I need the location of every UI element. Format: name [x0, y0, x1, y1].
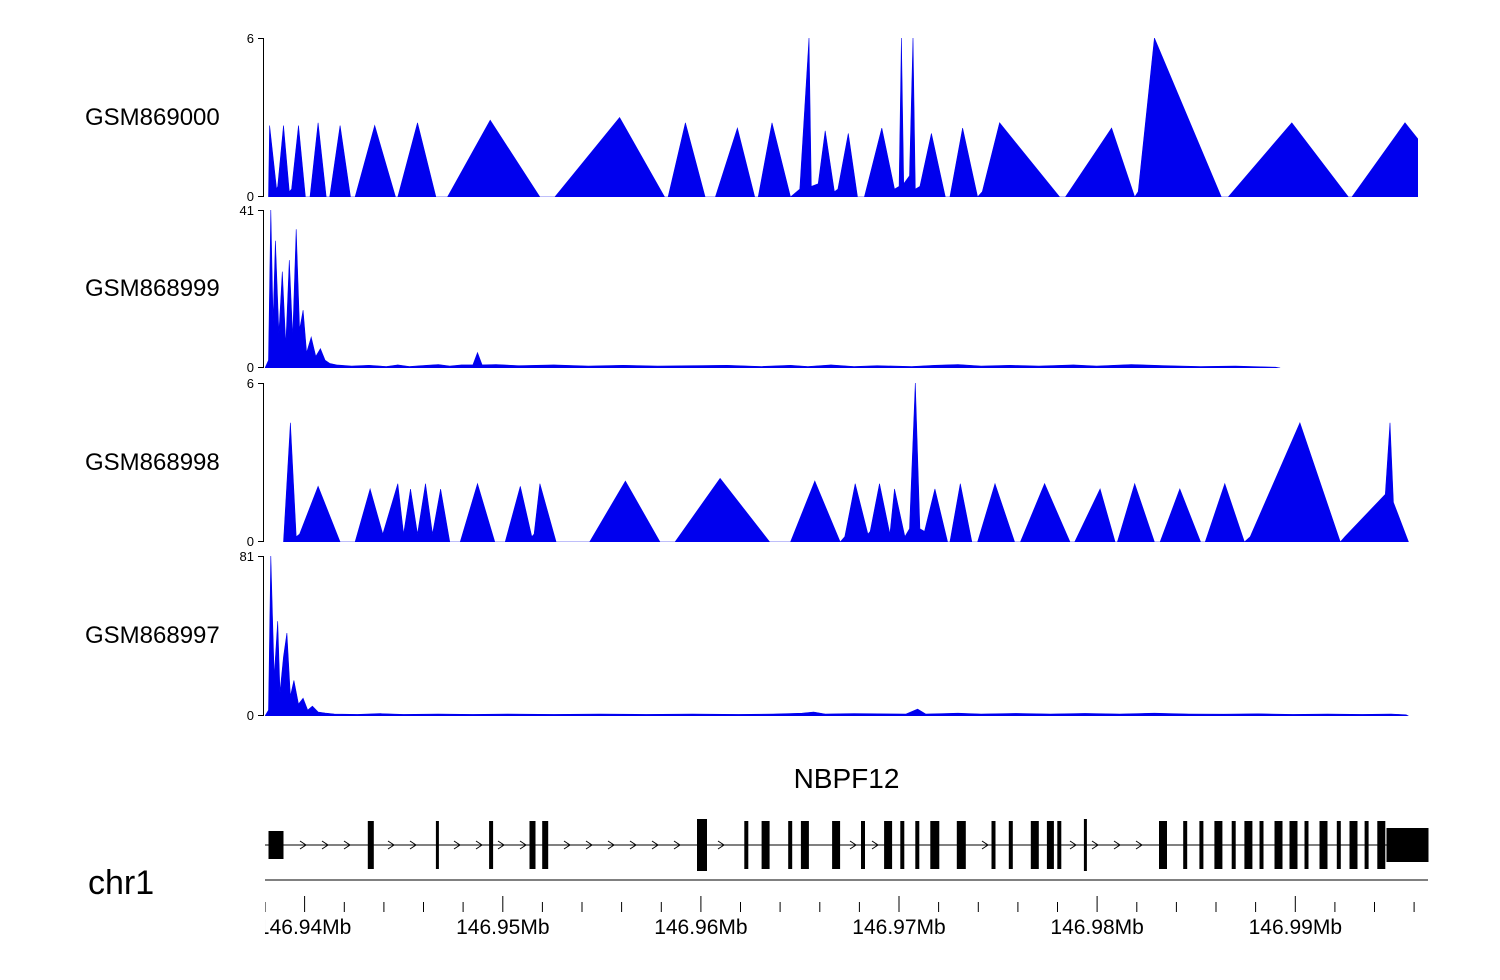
track-label: GSM868998 [85, 448, 220, 476]
y-axis-tick [258, 210, 264, 211]
y-axis-tick [258, 541, 264, 542]
y-axis-tick [258, 383, 264, 384]
gene-name-label: NBPF12 [793, 763, 900, 794]
coverage-area-plot [265, 556, 1409, 716]
svg-text:146.99Mb: 146.99Mb [1249, 916, 1342, 939]
y-axis-max-label: 81 [239, 549, 254, 564]
y-axis-min-label: 0 [246, 708, 254, 723]
coverage-track-gsm868997: GSM868997 81 0 [0, 549, 1500, 723]
y-axis-tick [258, 38, 264, 39]
genome-axis-track: 146.94Mb 146.95Mb 146.96Mb 146.97Mb 146.98Mb… [265, 879, 1428, 939]
track-label: GSM869000 [85, 103, 220, 131]
coverage-area-plot [265, 210, 1281, 368]
svg-text:146.94Mb: 146.94Mb [265, 916, 351, 939]
svg-text:146.97Mb: 146.97Mb [852, 916, 945, 939]
y-axis-tick [258, 715, 264, 716]
track-label: GSM868999 [85, 275, 220, 302]
y-axis-min-label: 0 [246, 189, 254, 204]
y-axis-line [263, 38, 264, 197]
coverage-track-gsm869000: GSM869000 6 0 [0, 31, 1500, 204]
coverage-area-plot [268, 38, 1418, 197]
y-axis-line [263, 210, 264, 368]
y-axis-tick [258, 367, 264, 368]
y-axis-tick [258, 556, 264, 557]
chromosome-label: chr1 [88, 864, 155, 902]
coverage-track-gsm868998: GSM868998 6 0 [0, 376, 1500, 549]
track-label: GSM868997 [85, 622, 220, 649]
y-axis-max-label: 6 [246, 31, 254, 46]
y-axis-min-label: 0 [246, 360, 254, 375]
y-axis-line [263, 383, 264, 542]
y-axis-max-label: 6 [246, 376, 254, 391]
y-axis-max-label: 41 [239, 203, 254, 218]
coverage-area-plot [283, 383, 1409, 542]
svg-text:146.95Mb: 146.95Mb [456, 916, 549, 939]
y-axis-tick [258, 196, 264, 197]
svg-text:146.98Mb: 146.98Mb [1050, 916, 1143, 939]
coverage-track-gsm868999: GSM868999 41 0 [0, 203, 1500, 375]
gene-model-track [265, 819, 1429, 871]
svg-text:146.96Mb: 146.96Mb [654, 916, 747, 939]
y-axis-line [263, 556, 264, 716]
y-axis-min-label: 0 [246, 534, 254, 549]
